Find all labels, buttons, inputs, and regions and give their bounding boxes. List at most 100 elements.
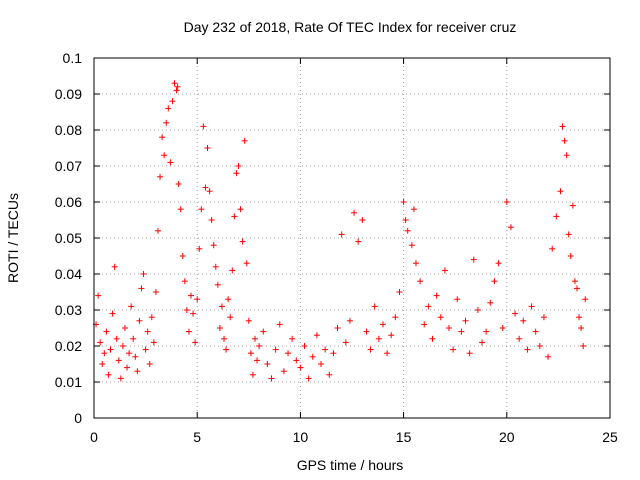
data-point: [446, 325, 453, 331]
data-point: [318, 361, 325, 367]
data-point: [136, 317, 143, 324]
data-point: [138, 285, 145, 292]
data-point: [229, 267, 236, 274]
data-point: [355, 238, 362, 245]
data-point: [569, 202, 576, 209]
data-point: [161, 152, 168, 159]
data-point: [212, 263, 219, 270]
data-point: [241, 137, 248, 144]
data-point: [582, 296, 589, 303]
data-point: [359, 217, 366, 223]
y-tick-label: 0.06: [55, 194, 82, 210]
data-point: [272, 346, 279, 353]
data-point: [571, 278, 578, 285]
data-point: [567, 253, 574, 259]
data-point: [363, 328, 370, 335]
data-point: [280, 368, 287, 375]
data-point: [532, 328, 539, 335]
data-point: [578, 325, 585, 331]
data-point: [107, 346, 114, 353]
y-axis-title: ROTI / TECUs: [5, 193, 21, 283]
data-point: [559, 123, 566, 130]
data-point: [157, 173, 164, 180]
data-point: [334, 325, 341, 331]
data-point: [144, 328, 151, 335]
data-point: [152, 289, 159, 295]
data-point: [342, 339, 349, 346]
data-point: [474, 307, 481, 313]
x-tick-label: 25: [602, 429, 618, 445]
data-point: [97, 339, 104, 346]
data-point: [458, 328, 465, 335]
chart-title: Day 232 of 2018, Rate Of TEC Index for r…: [184, 19, 517, 35]
data-point: [111, 263, 118, 270]
data-point: [540, 314, 547, 321]
data-point: [351, 209, 358, 216]
data-point: [326, 371, 333, 378]
data-point: [231, 213, 238, 220]
data-point: [190, 310, 197, 317]
data-point: [101, 350, 108, 357]
y-tick-label: 0.04: [55, 266, 82, 282]
data-point: [421, 321, 428, 328]
data-point: [210, 242, 217, 249]
data-point: [134, 368, 141, 375]
data-point: [159, 134, 166, 141]
data-point: [268, 375, 275, 382]
data-point: [109, 310, 116, 317]
data-point: [233, 170, 240, 177]
x-axis-title: GPS time / hours: [297, 457, 404, 473]
data-point: [297, 364, 304, 371]
data-point: [185, 328, 192, 335]
data-point: [247, 350, 254, 357]
data-point: [204, 145, 211, 151]
y-tick-label: 0.05: [55, 230, 82, 246]
data-point: [301, 343, 308, 349]
data-point: [561, 137, 568, 144]
x-tick-label: 10: [293, 429, 309, 445]
data-point: [524, 346, 531, 353]
data-point: [202, 184, 209, 191]
data-point: [309, 353, 316, 360]
data-point: [237, 206, 244, 213]
data-point: [520, 317, 527, 324]
data-point: [208, 217, 215, 223]
data-point: [285, 350, 292, 357]
y-tick-label: 0.07: [55, 158, 82, 174]
data-point: [249, 371, 256, 378]
data-point: [103, 328, 110, 335]
data-point: [128, 303, 135, 310]
data-point: [479, 339, 486, 346]
data-point: [433, 292, 440, 299]
y-tick-label: 0.1: [63, 50, 83, 66]
plot-frame: [93, 57, 611, 419]
data-point: [99, 361, 106, 367]
data-point: [580, 343, 587, 349]
y-tick-label: 0.08: [55, 122, 82, 138]
data-point: [388, 332, 395, 339]
data-point: [563, 152, 570, 159]
data-point: [225, 296, 232, 303]
data-point: [384, 350, 391, 357]
data-point: [239, 238, 246, 245]
data-point: [95, 292, 102, 299]
data-point: [425, 303, 432, 310]
data-point: [483, 328, 490, 335]
x-tick-label: 15: [396, 429, 412, 445]
data-point: [338, 231, 345, 238]
data-point: [400, 199, 407, 205]
data-point: [402, 217, 409, 223]
x-tick-label: 0: [90, 429, 98, 445]
data-point: [179, 253, 186, 259]
data-point: [115, 357, 122, 364]
data-point: [130, 335, 137, 342]
data-point: [375, 335, 382, 342]
data-point: [322, 346, 329, 353]
data-point: [412, 260, 419, 267]
data-point: [174, 83, 181, 90]
x-tick-label: 20: [499, 429, 515, 445]
data-point: [576, 314, 583, 321]
data-points: [93, 80, 589, 382]
data-point: [491, 278, 498, 285]
data-point: [221, 335, 228, 342]
